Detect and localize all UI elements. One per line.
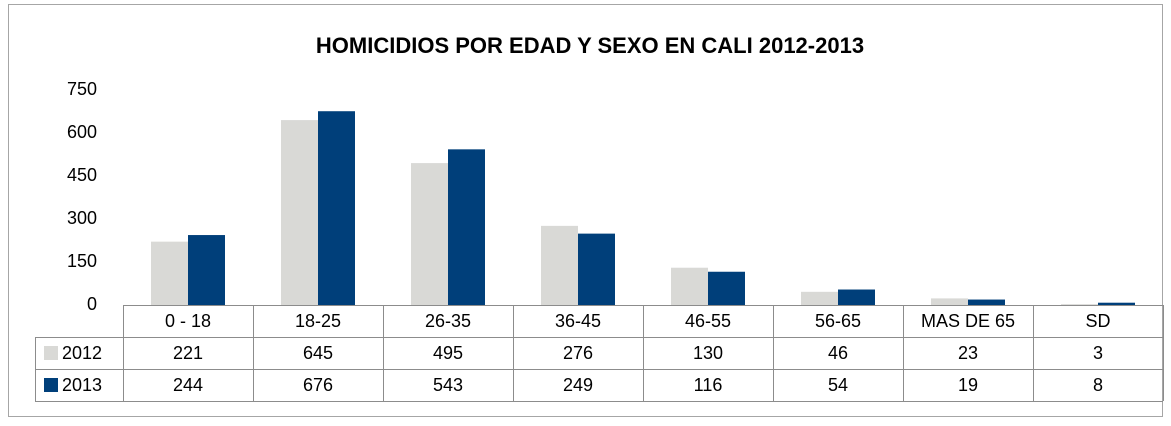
bar — [968, 299, 1005, 305]
table-value: 276 — [563, 343, 593, 363]
x-tick-label: 46-55 — [685, 311, 731, 331]
y-tick-label: 750 — [67, 79, 97, 99]
y-tick-label: 150 — [67, 251, 97, 271]
y-tick-label: 300 — [67, 208, 97, 228]
bar — [151, 241, 188, 305]
y-tick-label: 600 — [67, 122, 97, 142]
bar — [448, 149, 485, 305]
y-tick-label: 0 — [87, 294, 97, 314]
bar — [318, 111, 355, 305]
x-tick-label: 26-35 — [425, 311, 471, 331]
bar — [838, 289, 875, 305]
table-value: 3 — [1093, 343, 1103, 363]
legend-swatch — [44, 346, 58, 360]
x-tick-label: 56-65 — [815, 311, 861, 331]
table-value: 221 — [173, 343, 203, 363]
table-value: 495 — [433, 343, 463, 363]
bar — [931, 298, 968, 305]
y-tick-label: 450 — [67, 165, 97, 185]
x-tick-label: SD — [1085, 311, 1110, 331]
chart-border — [8, 4, 1163, 417]
table-value: 645 — [303, 343, 333, 363]
bar — [1061, 304, 1098, 305]
bar — [411, 163, 448, 305]
bar — [541, 225, 578, 305]
table-value: 130 — [693, 343, 723, 363]
table-value: 543 — [433, 375, 463, 395]
table-value: 23 — [958, 343, 978, 363]
table-value: 54 — [828, 375, 848, 395]
table-value: 249 — [563, 375, 593, 395]
bar — [801, 291, 838, 305]
bar — [578, 233, 615, 305]
bar — [708, 271, 745, 305]
legend-label: 2012 — [62, 343, 102, 363]
table-value: 19 — [958, 375, 978, 395]
table-value: 46 — [828, 343, 848, 363]
x-tick-label: 18-25 — [295, 311, 341, 331]
x-tick-label: 36-45 — [555, 311, 601, 331]
chart-title: HOMICIDIOS POR EDAD Y SEXO EN CALI 2012-… — [316, 33, 864, 58]
bar — [188, 235, 225, 305]
table-value: 8 — [1093, 375, 1103, 395]
table-value: 244 — [173, 375, 203, 395]
x-tick-label: 0 - 18 — [165, 311, 211, 331]
table-value: 676 — [303, 375, 333, 395]
legend-label: 2013 — [62, 375, 102, 395]
bar — [1098, 302, 1135, 305]
bar — [281, 120, 318, 305]
x-tick-label: MAS DE 65 — [921, 311, 1015, 331]
bar — [671, 267, 708, 305]
legend-swatch — [44, 378, 58, 392]
table-value: 116 — [694, 375, 723, 395]
